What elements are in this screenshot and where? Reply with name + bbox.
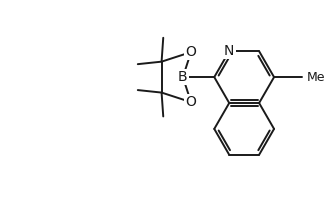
Text: O: O [186, 45, 196, 59]
Text: Me: Me [306, 71, 325, 84]
Text: N: N [224, 44, 234, 58]
Text: B: B [178, 70, 188, 84]
Text: O: O [186, 95, 196, 109]
